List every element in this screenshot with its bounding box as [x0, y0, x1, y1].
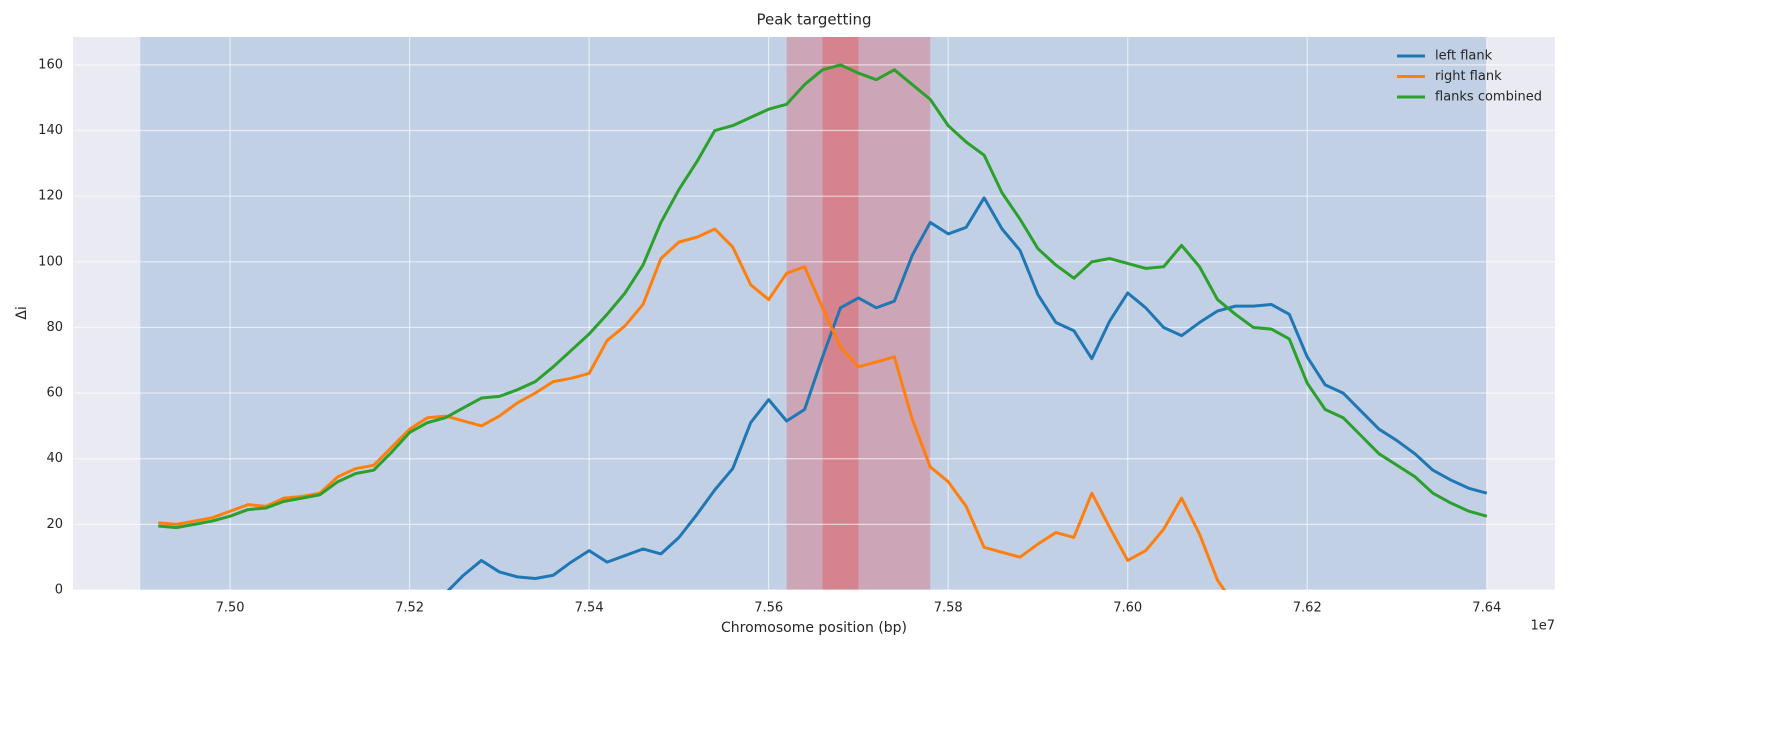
y-tick-label: 140 [38, 123, 63, 138]
y-tick-label: 120 [38, 189, 63, 204]
legend-label: flanks combined [1435, 90, 1542, 105]
span [786, 37, 931, 590]
x-tick-label: 7.62 [1293, 601, 1322, 616]
x-tick-label: 7.60 [1113, 601, 1142, 616]
y-tick-label: 60 [46, 386, 63, 401]
x-offset-label: 1e7 [1530, 619, 1555, 634]
legend-label: right flank [1435, 69, 1502, 84]
x-tick-label: 7.58 [934, 601, 963, 616]
line-series [446, 196, 1488, 590]
plot-area [73, 37, 1555, 590]
x-tick-label: 7.64 [1472, 601, 1501, 616]
chart-title: Peak targetting [756, 11, 871, 29]
y-axis-label: Δi [14, 306, 30, 319]
line-series [158, 227, 1227, 590]
y-tick-label: 80 [46, 320, 63, 335]
x-tick-label: 7.56 [754, 601, 783, 616]
legend-label: left flank [1435, 49, 1493, 64]
y-tick-label: 160 [38, 57, 63, 72]
y-tick-label: 100 [38, 254, 63, 269]
y-tick-label: 40 [46, 451, 63, 466]
x-axis-label: Chromosome position (bp) [721, 620, 907, 636]
span [140, 37, 1487, 590]
line-series [158, 63, 1488, 530]
span [822, 37, 859, 590]
y-tick-label: 20 [46, 517, 63, 532]
y-tick-label: 0 [55, 583, 63, 598]
x-tick-label: 7.52 [395, 601, 424, 616]
x-tick-label: 7.54 [575, 601, 604, 616]
x-tick-label: 7.50 [216, 601, 245, 616]
